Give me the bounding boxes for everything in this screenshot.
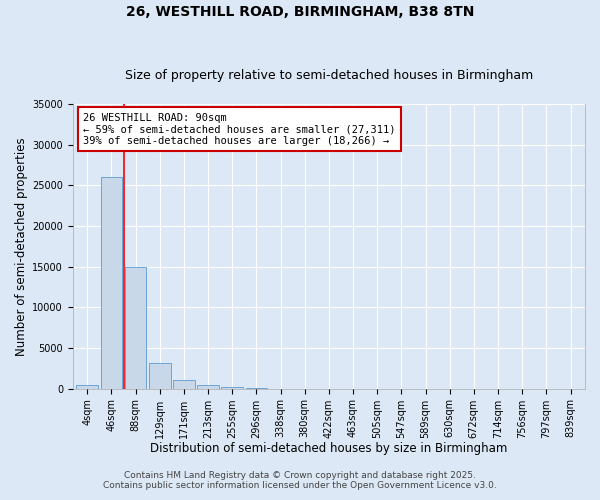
Bar: [125, 266, 146, 388]
Bar: [76, 386, 98, 388]
Text: 26, WESTHILL ROAD, BIRMINGHAM, B38 8TN: 26, WESTHILL ROAD, BIRMINGHAM, B38 8TN: [126, 5, 474, 19]
Text: Contains HM Land Registry data © Crown copyright and database right 2025.
Contai: Contains HM Land Registry data © Crown c…: [103, 470, 497, 490]
Title: Size of property relative to semi-detached houses in Birmingham: Size of property relative to semi-detach…: [125, 69, 533, 82]
Bar: [173, 380, 195, 388]
Bar: [101, 177, 122, 388]
Text: 26 WESTHILL ROAD: 90sqm
← 59% of semi-detached houses are smaller (27,311)
39% o: 26 WESTHILL ROAD: 90sqm ← 59% of semi-de…: [83, 112, 395, 146]
Bar: [149, 362, 170, 388]
Y-axis label: Number of semi-detached properties: Number of semi-detached properties: [15, 137, 28, 356]
X-axis label: Distribution of semi-detached houses by size in Birmingham: Distribution of semi-detached houses by …: [150, 442, 508, 455]
Bar: [197, 386, 219, 388]
